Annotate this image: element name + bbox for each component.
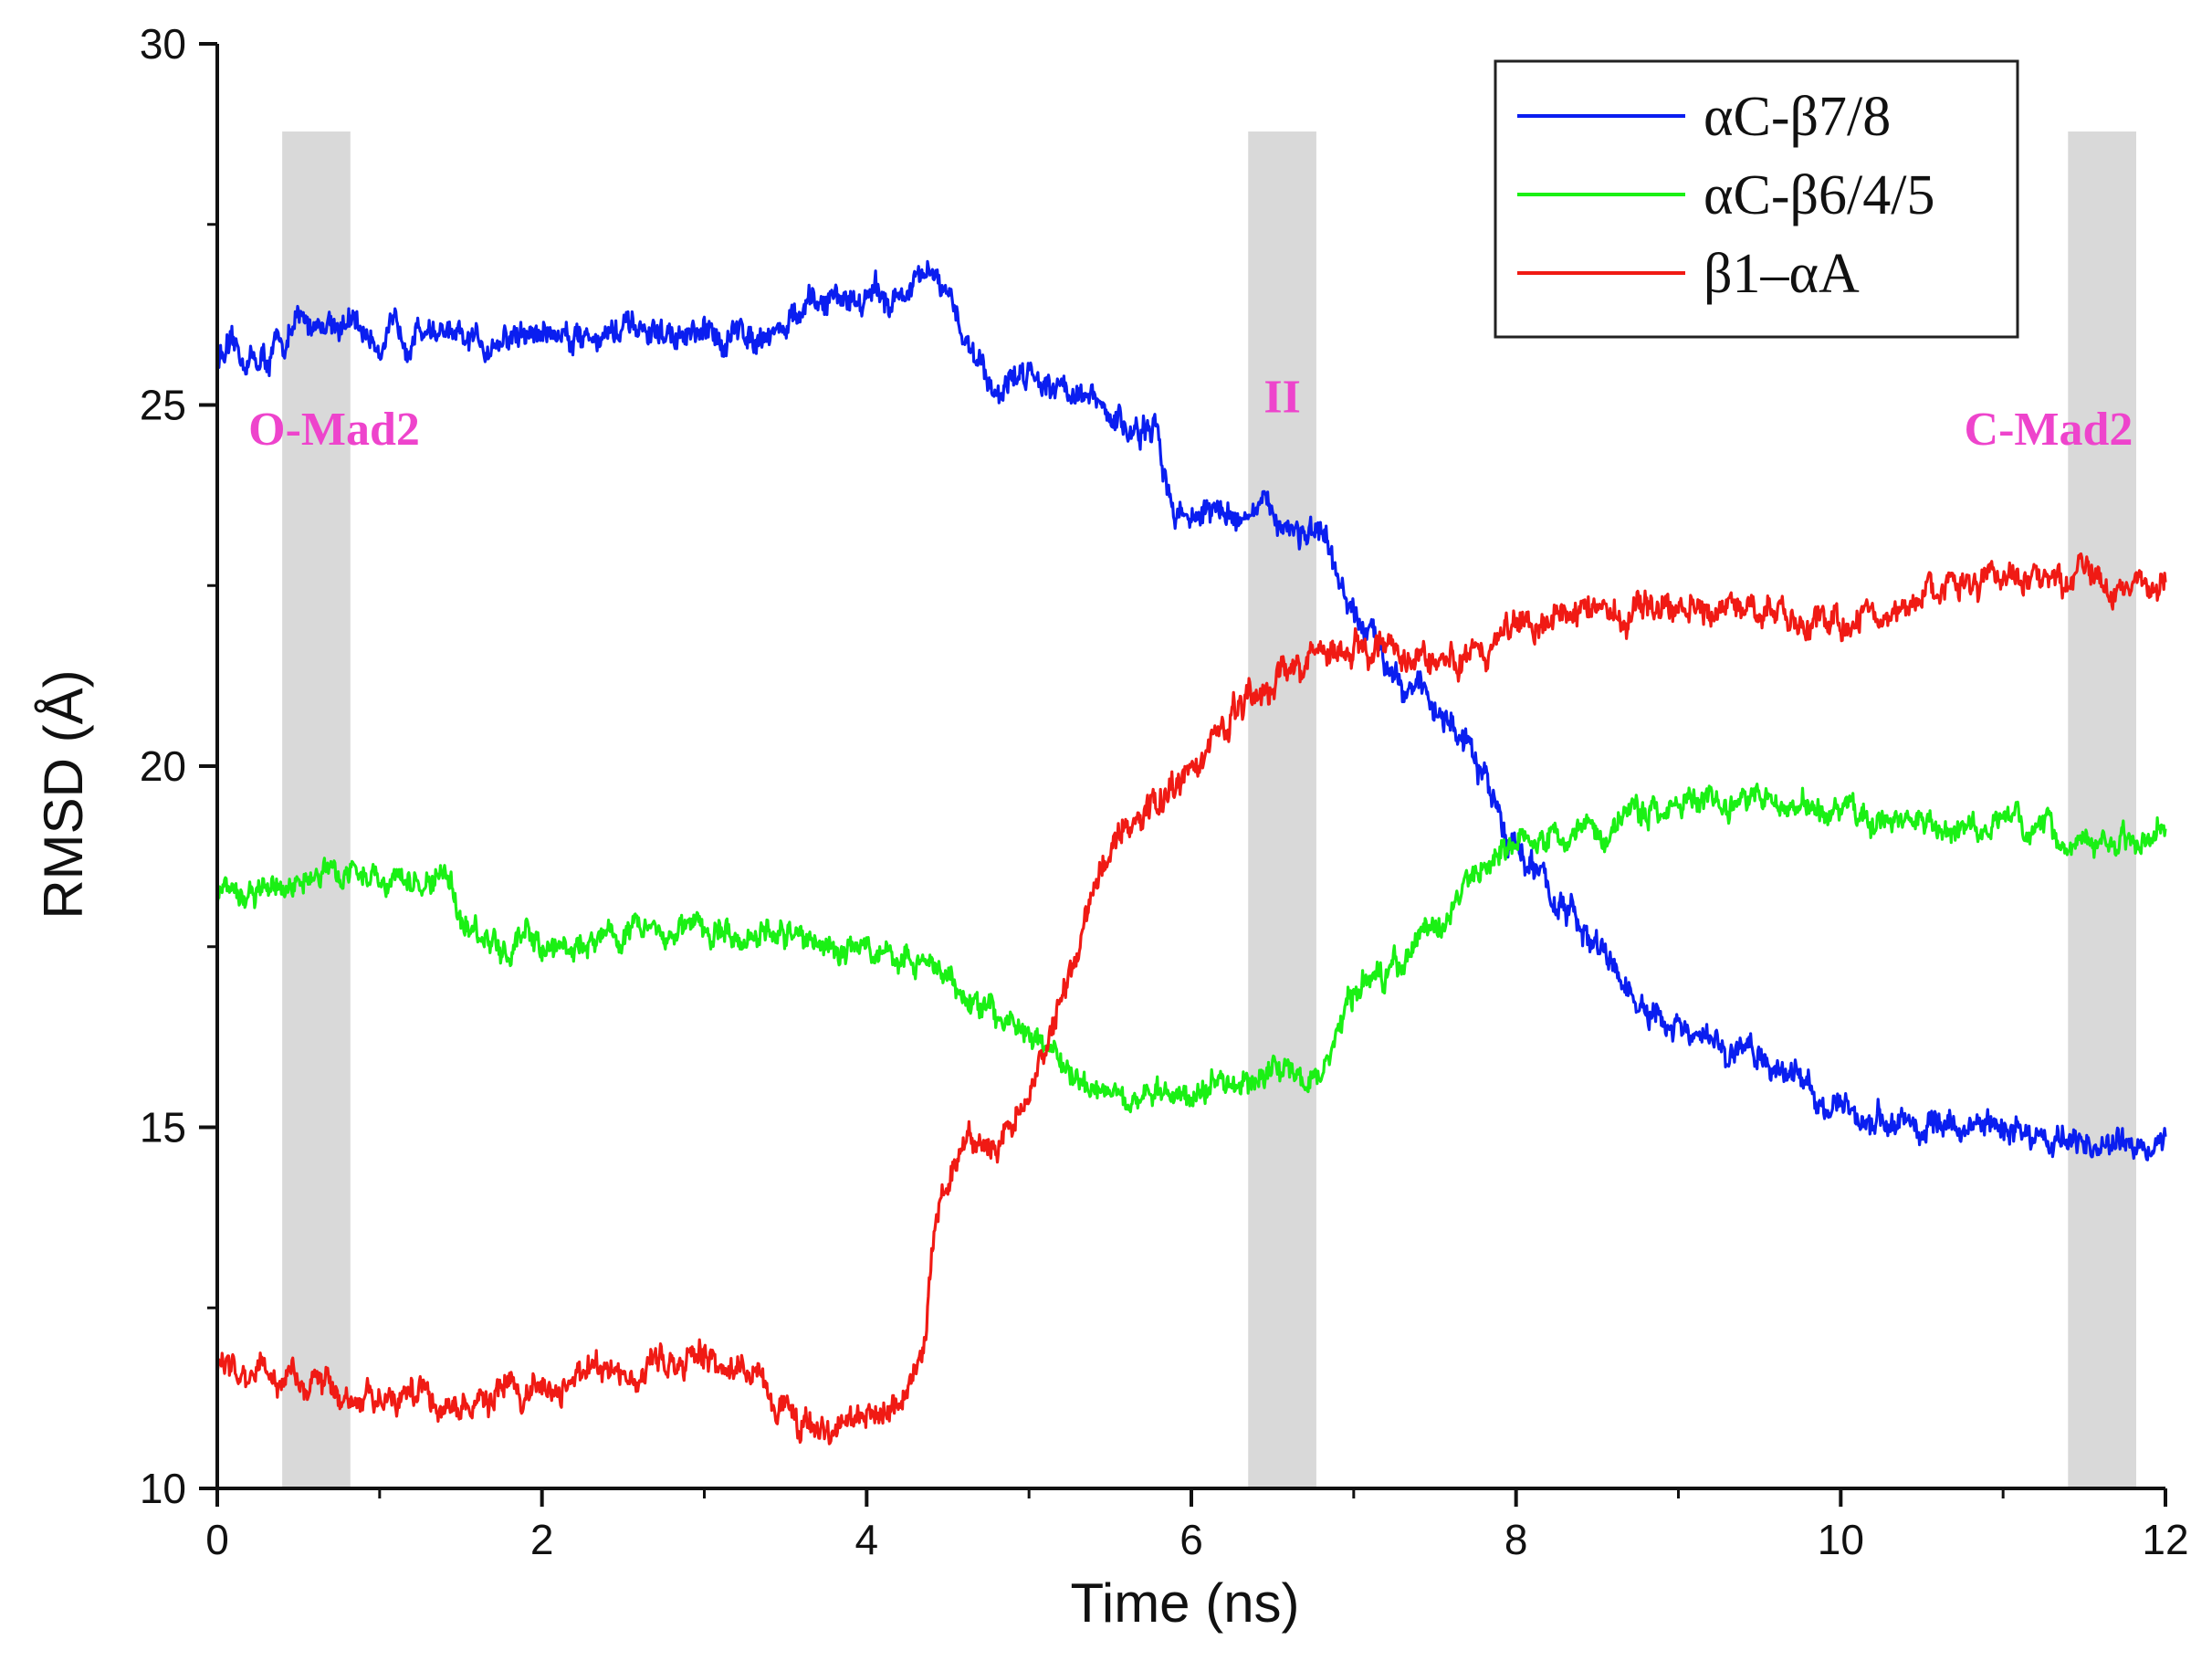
- shaded-region-3: [2068, 131, 2136, 1488]
- annotation-label: O-Mad2: [248, 404, 420, 456]
- x-axis-title: Time (ns): [1070, 1572, 1299, 1634]
- series-line-1: [215, 259, 2167, 1162]
- shaded-region-2: [1248, 131, 1316, 1488]
- annotation-label: C-Mad2: [1965, 404, 2133, 456]
- x-tick-label: 2: [530, 1516, 554, 1563]
- legend: αC-β7/8 αC-β6/4/5 β1–αA: [1494, 59, 2019, 339]
- x-tick-label: 0: [205, 1516, 229, 1563]
- y-tick-label: 15: [140, 1104, 186, 1151]
- x-tick-label: 4: [855, 1516, 879, 1563]
- legend-box: [1494, 59, 2019, 339]
- x-tick-label: 12: [2142, 1516, 2188, 1563]
- axis-ticks: 0 2 4 6 8 10 12 10 15 20 25 30: [140, 20, 2189, 1563]
- legend-label-1: αC-β7/8: [1704, 86, 1891, 148]
- legend-label-3: β1–αA: [1704, 243, 1860, 305]
- shaded-region-1: [282, 131, 351, 1488]
- annotation-label: II: [1263, 371, 1300, 423]
- shaded-regions: [282, 131, 2136, 1488]
- y-tick-label: 30: [140, 20, 186, 68]
- series-lines: [215, 259, 2167, 1445]
- legend-label-2: αC-β6/4/5: [1704, 164, 1934, 226]
- y-tick-label: 25: [140, 382, 186, 429]
- x-tick-label: 8: [1504, 1516, 1528, 1563]
- annotations: O-Mad2 II C-Mad2: [248, 371, 2133, 456]
- y-axis-title: RMSD (Å): [33, 669, 94, 919]
- x-tick-label: 6: [1179, 1516, 1203, 1563]
- series-line-3: [215, 552, 2167, 1445]
- legend-items: αC-β7/8 αC-β6/4/5 β1–αA: [1517, 86, 1934, 305]
- series-line-2: [215, 783, 2167, 1114]
- y-tick-label: 20: [140, 742, 186, 790]
- y-tick-label: 10: [140, 1465, 186, 1512]
- x-tick-label: 10: [1818, 1516, 1864, 1563]
